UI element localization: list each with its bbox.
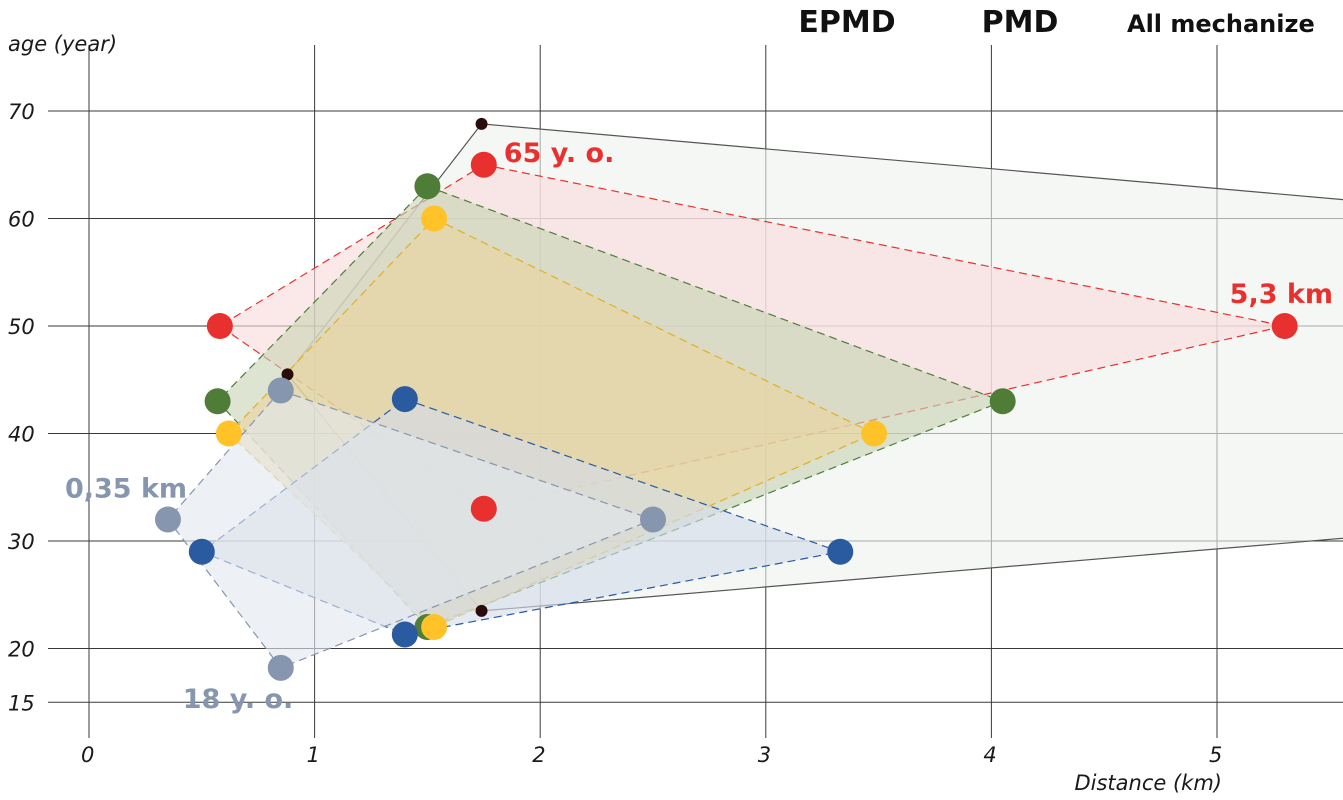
data-point-all-mechanized (475, 604, 488, 617)
y-tick-label: 50 (8, 315, 35, 339)
data-point-gray (267, 654, 294, 681)
header-epmd: EPMD (798, 5, 895, 40)
data-point-yellow (421, 205, 448, 232)
x-tick-label: 1 (307, 743, 320, 767)
x-tick-label: 0 (81, 743, 94, 767)
header-pmd: PMD (982, 5, 1059, 40)
y-tick-label: 20 (8, 638, 35, 662)
annotation-label: 18 y. o. (183, 684, 294, 715)
annotation-label: 5,3 km (1230, 279, 1333, 310)
data-point-green (414, 173, 441, 200)
data-point-blue (188, 538, 215, 565)
x-tick-label: 3 (758, 743, 771, 767)
x-tick-label: 2 (532, 743, 545, 767)
y-tick-label: 70 (8, 100, 35, 124)
y-tick-label: 60 (8, 208, 35, 232)
data-point-all-mechanized (475, 117, 488, 130)
data-point-green (204, 388, 231, 415)
data-point-red (1271, 313, 1298, 339)
annotation-label: 65 y. o. (504, 138, 615, 169)
data-point-yellow (215, 420, 242, 447)
data-point-red (470, 151, 497, 178)
data-point-gray (267, 377, 294, 404)
x-axis-label: Distance (km) (1074, 771, 1222, 795)
header-all-mechanized: All mechanize (1127, 10, 1315, 38)
annotation-label: 0,35 km (65, 474, 187, 505)
y-tick-label: 15 (8, 691, 35, 715)
data-point-blue (391, 386, 418, 413)
data-point-yellow (861, 420, 888, 447)
y-axis-label: age (year) (8, 32, 117, 56)
data-point-all-mechanized (281, 368, 294, 381)
data-point-blue (391, 621, 418, 648)
y-tick-label: 40 (8, 423, 35, 447)
data-point-green (989, 388, 1016, 415)
data-point-blue (827, 538, 854, 565)
y-tick-label: 30 (8, 530, 35, 554)
x-tick-label: 4 (983, 743, 996, 767)
data-point-gray (640, 506, 666, 533)
data-point-gray (154, 506, 181, 533)
tick-labels: 15 20 30 40 50 60 70 0 1 2 3 4 5 (8, 100, 1222, 767)
annotations: 65 y. o. 5,3 km 0,35 km 18 y. o. (65, 138, 1333, 715)
x-tick-label: 5 (1209, 743, 1222, 767)
series-layer (154, 117, 1343, 681)
data-point-red (470, 495, 497, 522)
data-point-yellow (421, 614, 448, 640)
data-point-red (206, 313, 233, 339)
